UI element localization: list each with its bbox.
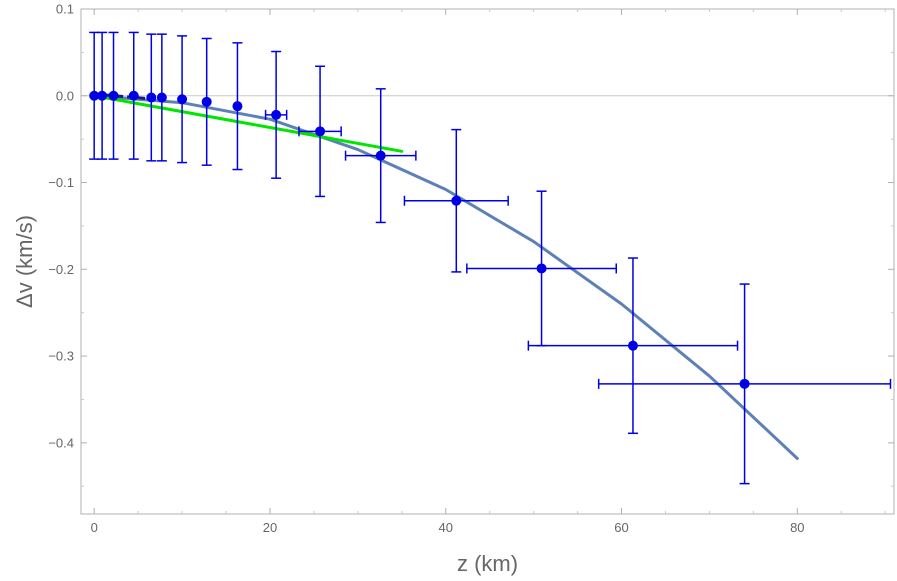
- y-tick-label: −0.1: [48, 175, 74, 190]
- data-point: [375, 150, 386, 161]
- y-tick-label: −0.4: [48, 435, 74, 450]
- x-tick-label: 20: [263, 520, 277, 535]
- y-tick-label: −0.3: [48, 349, 74, 364]
- plot-frame: [80, 8, 895, 515]
- data-point: [128, 90, 139, 101]
- x-tick-label: 80: [790, 520, 804, 535]
- fit-curve: [92, 94, 799, 460]
- data-point: [451, 195, 462, 206]
- data-point: [536, 263, 547, 274]
- y-tick-label: −0.2: [48, 262, 74, 277]
- data-point: [315, 126, 326, 137]
- y-tick-label: 0.0: [56, 88, 74, 103]
- x-tick-label: 0: [91, 520, 98, 535]
- data-point: [156, 92, 167, 103]
- data-point: [177, 94, 188, 105]
- data-point: [201, 96, 212, 107]
- x-axis-ticks: 0 20 40 60 80: [91, 9, 886, 535]
- data-point: [146, 92, 157, 103]
- data-point: [97, 90, 108, 101]
- x-tick-label: 40: [439, 520, 453, 535]
- data-point: [739, 378, 750, 389]
- linear-fit-line: [92, 94, 404, 153]
- data-point: [232, 101, 243, 112]
- series-layer: [89, 31, 892, 485]
- data-point: [627, 340, 638, 351]
- x-axis-label: z (km): [457, 551, 518, 576]
- x-tick-label: 60: [614, 520, 628, 535]
- y-axis-label: Δv (km/s): [12, 215, 37, 308]
- data-point: [271, 109, 282, 120]
- y-axis-ticks: 0.1 0.0 −0.1 −0.2 −0.3 −0.4: [48, 2, 894, 487]
- data-point: [89, 90, 100, 101]
- y-tick-label: 0.1: [56, 2, 74, 17]
- data-point: [108, 90, 119, 101]
